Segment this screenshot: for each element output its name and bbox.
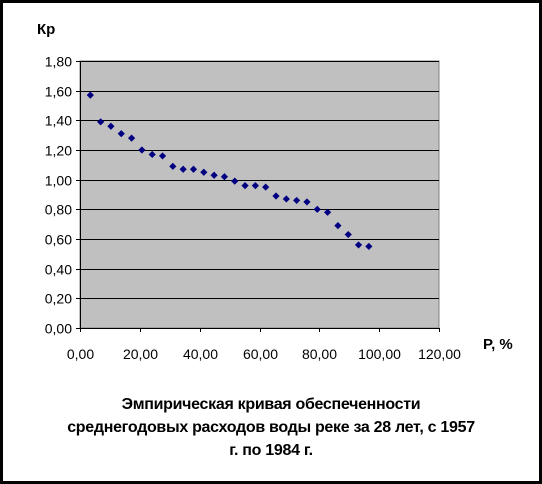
data-point [262, 183, 270, 191]
data-point [293, 196, 301, 205]
data-point [354, 241, 363, 249]
chart-title-line-2: среднегодовых расходов воды реке за 28 л… [67, 419, 475, 436]
data-point [138, 146, 146, 154]
data-point [189, 165, 198, 173]
data-point [97, 118, 105, 126]
data-point [220, 173, 229, 181]
data-point [127, 134, 136, 142]
x-tick-label: 120,00 [418, 346, 461, 362]
y-tick-label: 0,60 [45, 232, 72, 248]
data-point [272, 192, 280, 200]
data-point [148, 150, 156, 159]
data-point [323, 208, 332, 216]
y-tick-label: 1,40 [45, 113, 72, 129]
data-point [231, 177, 239, 185]
y-tick-label: 0,80 [45, 202, 72, 218]
y-tick-label: 1,60 [45, 84, 72, 100]
data-point [241, 182, 249, 190]
y-tick-label: 1,00 [45, 173, 72, 189]
data-point [117, 130, 125, 138]
data-point [313, 205, 321, 213]
y-tick-label: 1,80 [45, 54, 72, 70]
data-point [200, 168, 208, 176]
chart-title-line-3: г. по 1984 г. [229, 442, 313, 459]
data-point [107, 122, 115, 130]
x-tick-label: 40,00 [183, 346, 218, 362]
data-point [210, 171, 218, 179]
y-tick-label: 0,20 [45, 291, 72, 307]
x-tick-label: 100,00 [358, 346, 401, 362]
data-point [334, 222, 342, 230]
x-axis-label: P, % [483, 336, 513, 353]
y-axis-label: Кр [37, 21, 55, 38]
chart-title: Эмпирическая кривая обеспеченности средн… [3, 393, 539, 462]
chart-svg: 0,00 0,20 0,40 0,60 0,80 1,00 1,20 1,40 1,60 1,80… [37, 21, 513, 362]
data-point [344, 230, 352, 239]
plot-area [79, 60, 440, 329]
chart-title-line-1: Эмпирическая кривая обеспеченности [121, 396, 421, 413]
data-point [303, 198, 311, 206]
x-tick-label: 0,00 [67, 346, 94, 362]
data-point [86, 91, 94, 99]
data-point [179, 165, 187, 173]
data-point [365, 242, 373, 251]
data-point [158, 152, 167, 160]
x-tick-label: 60,00 [243, 346, 278, 362]
y-tick-label: 0,00 [45, 321, 72, 337]
x-tick-label: 20,00 [123, 346, 158, 362]
data-point [282, 195, 290, 203]
y-tick-label: 0,40 [45, 262, 72, 278]
data-point [169, 162, 177, 170]
y-tick-label: 1,20 [45, 143, 72, 159]
x-tick-label: 80,00 [302, 346, 337, 362]
